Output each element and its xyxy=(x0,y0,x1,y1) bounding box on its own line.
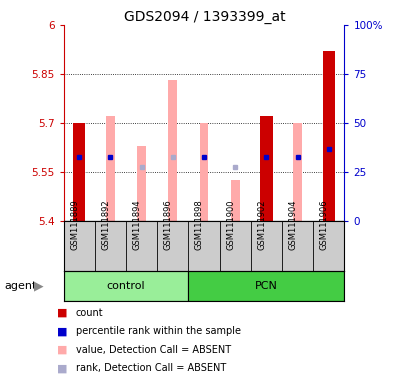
Text: GSM111892: GSM111892 xyxy=(101,199,110,250)
Text: percentile rank within the sample: percentile rank within the sample xyxy=(76,326,240,336)
Text: count: count xyxy=(76,308,103,318)
Text: value, Detection Call = ABSENT: value, Detection Call = ABSENT xyxy=(76,345,230,355)
Text: GSM111896: GSM111896 xyxy=(163,199,172,250)
Text: GSM111900: GSM111900 xyxy=(226,200,235,250)
Text: GSM111898: GSM111898 xyxy=(195,199,203,250)
Bar xyxy=(322,51,334,221)
Text: PCN: PCN xyxy=(254,281,277,291)
Text: ■: ■ xyxy=(57,326,68,336)
Text: ■: ■ xyxy=(57,363,68,373)
Text: rank, Detection Call = ABSENT: rank, Detection Call = ABSENT xyxy=(76,363,225,373)
Text: agent: agent xyxy=(4,281,36,291)
Bar xyxy=(106,116,115,221)
Text: GSM111902: GSM111902 xyxy=(257,200,266,250)
Bar xyxy=(292,123,301,221)
Bar xyxy=(188,271,344,301)
Bar xyxy=(63,271,188,301)
Text: ▶: ▶ xyxy=(34,280,44,293)
Text: ■: ■ xyxy=(57,345,68,355)
Text: GSM111904: GSM111904 xyxy=(288,200,297,250)
Text: GSM111894: GSM111894 xyxy=(132,199,141,250)
Bar xyxy=(230,180,239,221)
Text: GSM111889: GSM111889 xyxy=(70,199,79,250)
Bar xyxy=(199,123,208,221)
Text: ■: ■ xyxy=(57,308,68,318)
Bar xyxy=(73,123,85,221)
Text: GSM111906: GSM111906 xyxy=(319,199,328,250)
Bar xyxy=(137,146,146,221)
Bar xyxy=(168,81,177,221)
Text: GDS2094 / 1393399_at: GDS2094 / 1393399_at xyxy=(124,10,285,23)
Text: control: control xyxy=(106,281,145,291)
Bar xyxy=(259,116,272,221)
